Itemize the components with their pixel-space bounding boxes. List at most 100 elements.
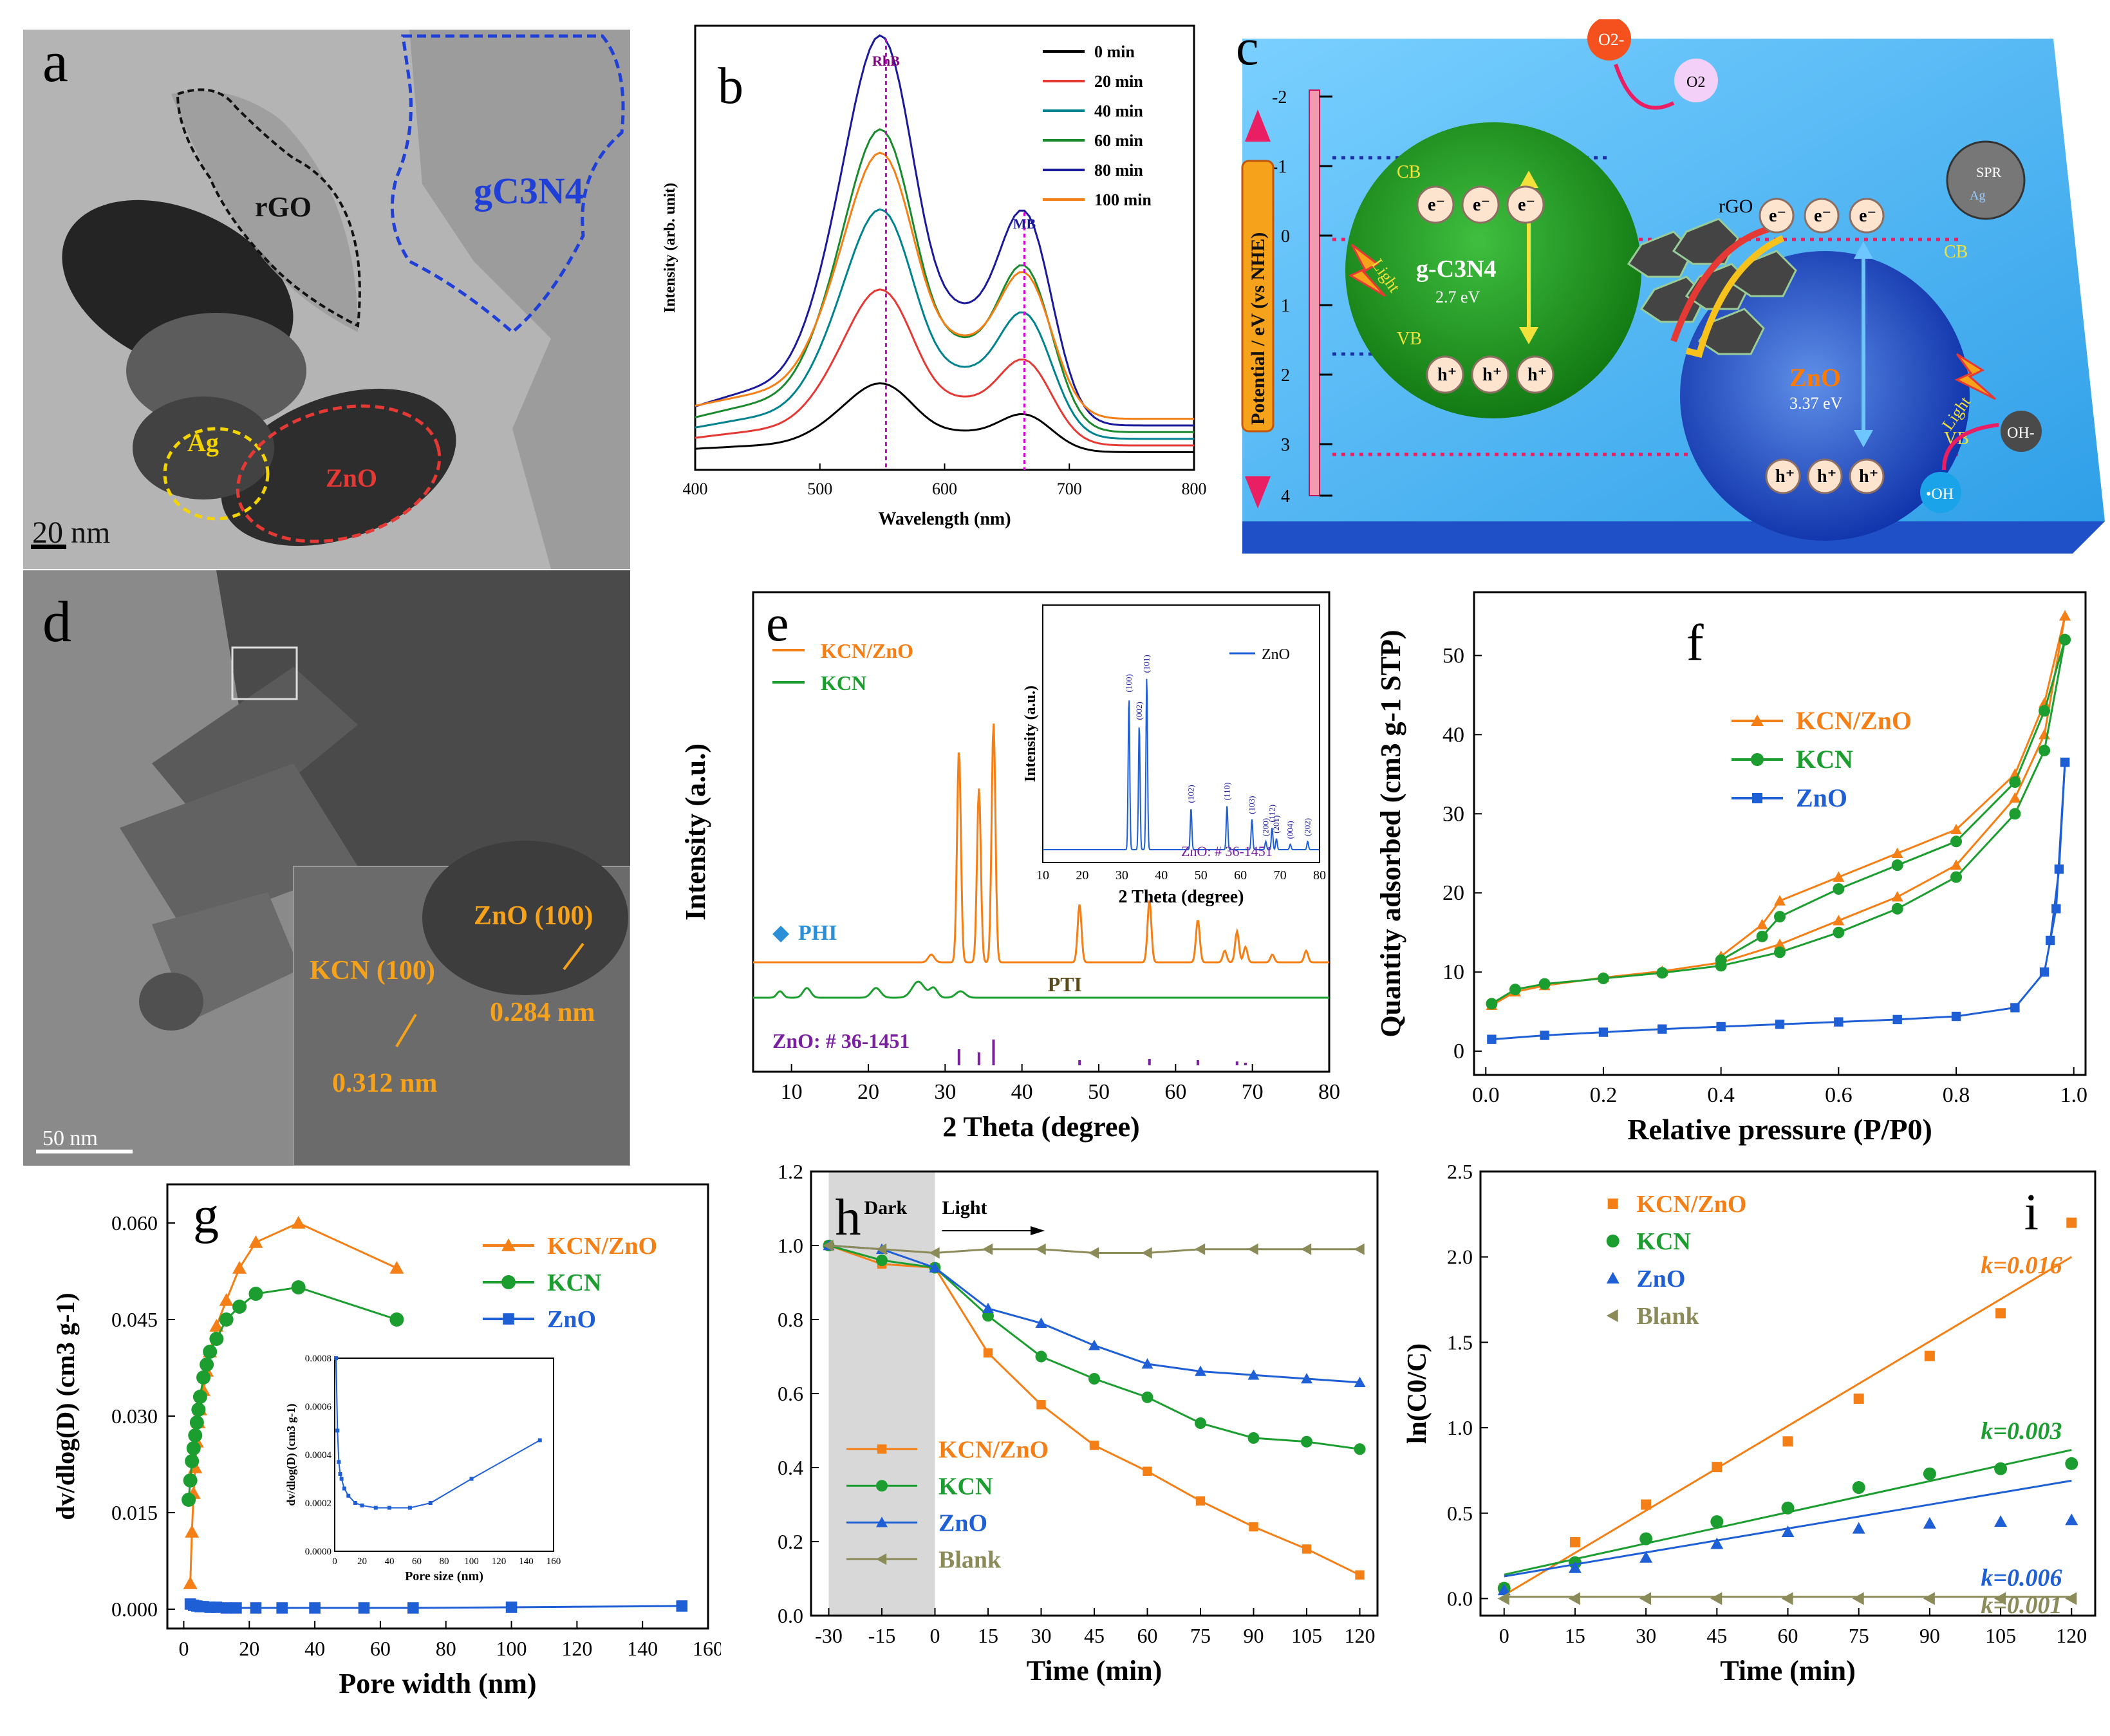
pore-chart: 0 20 40 60 80 100 120 140 160 0.000 0.015 0.030 0.04…	[51, 1183, 721, 1699]
i-point	[1781, 1525, 1795, 1537]
e-inset-hkl: (101)	[1142, 655, 1152, 673]
kcn100-label: KCN (100)	[310, 956, 435, 985]
e-xtick-label: 10	[781, 1080, 803, 1104]
h-xtick-label: 120	[1345, 1624, 1376, 1647]
e-xtick-label: 70	[1242, 1080, 1264, 1104]
e-xtick-label: 50	[1088, 1080, 1110, 1104]
g-xtick-label: 20	[239, 1637, 259, 1660]
plot-frame	[752, 591, 1330, 1073]
h-ytick-label: 1.2	[778, 1160, 803, 1183]
b-legend-label-2: 40 min	[1094, 102, 1143, 120]
i-point	[1923, 1592, 1935, 1605]
g-point	[219, 1293, 234, 1306]
e-inset-hkl: (103)	[1247, 796, 1256, 814]
h-point	[929, 1247, 940, 1259]
h-point	[1301, 1373, 1312, 1384]
i-point	[1994, 1592, 2006, 1605]
h-point	[1143, 1466, 1152, 1476]
g-inset-ytick: 0.0008	[305, 1354, 331, 1364]
i-k-2: k=0.006	[1981, 1565, 2062, 1592]
scale-label-d: 50 nm	[42, 1126, 98, 1150]
h-xtick-label: 60	[1137, 1624, 1158, 1647]
g-legend-2: ZnO	[547, 1306, 596, 1333]
f-point	[2045, 935, 2055, 946]
g-point	[232, 1300, 247, 1314]
g-inset-xtick: 160	[546, 1556, 561, 1567]
h-point	[1354, 1376, 1366, 1387]
g-ytick-label: 0.060	[111, 1211, 158, 1235]
h-xtick-label: -15	[868, 1624, 896, 1647]
f-legend-marker-1	[1751, 753, 1764, 766]
e-xtick-label: 60	[1164, 1080, 1186, 1104]
g-ytick-label: 0.030	[111, 1405, 158, 1428]
h-legend-marker-2	[876, 1517, 888, 1527]
e-legend-1: KCN	[821, 671, 866, 695]
g-letter: g	[193, 1188, 219, 1244]
h-xtick-label: 75	[1190, 1624, 1211, 1647]
f-point	[2039, 697, 2051, 708]
i-point	[1994, 1515, 2008, 1527]
b-series-4	[695, 34, 1194, 427]
h-point	[1088, 1339, 1100, 1350]
b-legend-label-1: 20 min	[1094, 72, 1143, 91]
h-xtick-label: 15	[978, 1624, 998, 1647]
f-des-2	[2049, 762, 2066, 941]
f-point	[2039, 744, 2051, 756]
i-point	[1994, 1462, 2008, 1475]
g-inset-xtick: 120	[492, 1556, 507, 1567]
h-point	[1302, 1544, 1312, 1554]
g-point	[183, 1576, 198, 1589]
d-spacing-kcn: 0.312 nm	[332, 1069, 437, 1098]
g-inset-frame	[334, 1358, 554, 1552]
degradation-chart: -30 -15 0 15 30 45 60 75 90 105 120 0.0 0.2 0.4 0.6 0.8…	[778, 1160, 1379, 1686]
svg-text:h⁺: h⁺	[1817, 467, 1836, 487]
gcn-cb: CB	[1397, 162, 1421, 182]
panel-e: 10 20 30 40 50 60 70 80 2 Theta (degree) Intensit…	[644, 579, 1352, 1159]
g-inset-point	[342, 1486, 346, 1491]
g-point	[210, 1601, 223, 1613]
f-ytick-label: 20	[1442, 881, 1464, 905]
zno-name: ZnO	[1789, 363, 1841, 392]
h-legend-2: ZnO	[938, 1509, 987, 1536]
b-letter: b	[718, 58, 743, 115]
f-xtick-label: 0.6	[1825, 1083, 1853, 1107]
b-xtick-label: 500	[807, 480, 832, 498]
xrd-chart: 10 20 30 40 50 60 70 80 2 Theta (degree) Intensit…	[680, 591, 1340, 1143]
h-point	[1089, 1441, 1099, 1450]
g-point	[358, 1602, 370, 1614]
i-point	[1924, 1350, 1935, 1361]
e-xtick-label: 30	[934, 1080, 956, 1104]
svg-text:h⁺: h⁺	[1437, 365, 1457, 385]
e-inset-hkl: (100)	[1124, 674, 1134, 692]
b-series-1	[695, 288, 1194, 447]
plot-frame	[1473, 591, 2087, 1076]
panel-f: 0.0 0.2 0.4 0.6 0.8 1.0 0 10 20 30 40 50 Relative pr…	[1358, 579, 2110, 1159]
h-point	[1247, 1369, 1260, 1380]
g-inset-xtick: 40	[385, 1556, 395, 1567]
f-point	[1891, 859, 1903, 872]
g-point	[505, 1601, 518, 1613]
g-inset-xtick: 140	[519, 1556, 534, 1567]
g-inset-point	[360, 1503, 364, 1507]
g-point	[291, 1216, 306, 1229]
c-axis-label: Potential / eV (vs NHE)	[1247, 232, 1269, 425]
e-inset-xtick: 50	[1195, 868, 1208, 882]
g-inset-xtick: 0	[332, 1556, 337, 1567]
e-ylabel: Intensity (a.u.)	[680, 743, 711, 920]
h-point	[1141, 1358, 1153, 1369]
e-inset-legend: ZnO	[1262, 646, 1290, 663]
h-point	[876, 1255, 888, 1266]
panel-a-letter: a	[42, 30, 68, 94]
panel-c: -2 -1 0 1 2 3 4 Potential / eV (vs NHE)	[1223, 19, 2105, 573]
b-peak-mb: MB	[1013, 216, 1036, 232]
i-legend-2: ZnO	[1636, 1265, 1685, 1293]
f-point	[1950, 823, 1963, 835]
i-xtick-label: 15	[1565, 1624, 1585, 1647]
f-point	[1891, 847, 1903, 858]
h-point	[1195, 1417, 1206, 1429]
e-xlabel: 2 Theta (degree)	[942, 1111, 1139, 1143]
i-point	[1641, 1499, 1652, 1510]
b-series-0	[695, 382, 1194, 453]
i-point	[1568, 1592, 1580, 1605]
g-point	[192, 1390, 207, 1404]
